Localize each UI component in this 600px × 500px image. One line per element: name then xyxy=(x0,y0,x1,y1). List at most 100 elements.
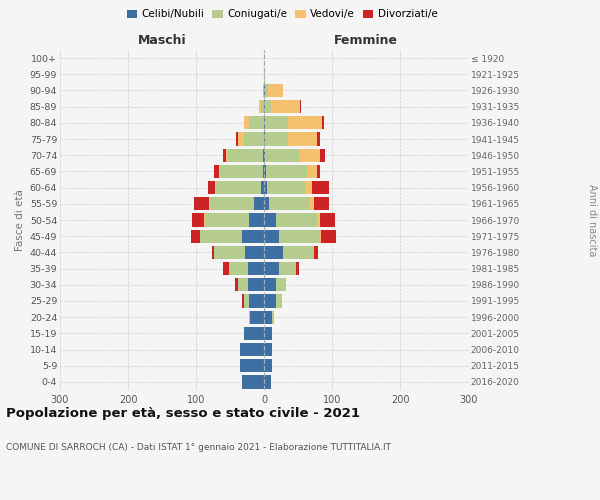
Bar xyxy=(268,181,305,194)
Bar xyxy=(279,230,320,243)
Bar xyxy=(264,310,272,324)
Bar xyxy=(248,262,264,275)
Bar xyxy=(245,246,264,259)
Bar xyxy=(263,84,264,97)
Bar xyxy=(264,197,269,210)
Bar xyxy=(200,230,242,243)
Bar xyxy=(264,246,283,259)
Text: Maschi: Maschi xyxy=(137,34,187,48)
Bar xyxy=(264,165,266,178)
Bar xyxy=(299,148,320,162)
Bar xyxy=(229,262,248,275)
Bar xyxy=(235,278,238,291)
Bar xyxy=(264,84,265,97)
Bar xyxy=(265,116,289,130)
Bar xyxy=(289,116,322,130)
Bar xyxy=(219,165,220,178)
Bar xyxy=(314,197,329,210)
Bar xyxy=(194,197,209,210)
Bar xyxy=(238,278,248,291)
Bar xyxy=(244,132,264,145)
Bar xyxy=(242,230,264,243)
Bar xyxy=(223,262,229,275)
Text: Popolazione per età, sesso e stato civile - 2021: Popolazione per età, sesso e stato civil… xyxy=(6,408,360,420)
Bar xyxy=(238,132,244,145)
Bar xyxy=(244,116,249,130)
Bar xyxy=(223,148,226,162)
Bar xyxy=(266,165,307,178)
Bar xyxy=(204,214,205,226)
Bar xyxy=(214,246,245,259)
Bar xyxy=(264,359,272,372)
Bar xyxy=(283,246,314,259)
Bar xyxy=(265,132,289,145)
Bar xyxy=(260,181,264,194)
Bar xyxy=(220,165,263,178)
Bar xyxy=(264,68,265,81)
Bar xyxy=(263,148,264,162)
Bar xyxy=(205,214,249,226)
Bar xyxy=(249,294,264,308)
Bar xyxy=(192,214,204,226)
Bar xyxy=(249,116,264,130)
Bar xyxy=(240,359,264,372)
Bar xyxy=(264,148,265,162)
Bar xyxy=(311,181,329,194)
Bar xyxy=(264,343,272,356)
Bar xyxy=(248,278,264,291)
Bar xyxy=(212,246,214,259)
Text: Femmine: Femmine xyxy=(334,34,398,48)
Bar xyxy=(310,197,314,210)
Bar xyxy=(244,326,264,340)
Bar xyxy=(217,181,260,194)
Bar xyxy=(321,230,336,243)
Bar xyxy=(265,148,299,162)
Bar xyxy=(320,214,335,226)
Bar xyxy=(279,262,296,275)
Bar xyxy=(320,230,321,243)
Bar xyxy=(276,278,286,291)
Bar xyxy=(317,132,320,145)
Bar xyxy=(271,100,300,114)
Bar xyxy=(317,214,320,226)
Bar xyxy=(214,165,219,178)
Bar xyxy=(305,181,311,194)
Bar xyxy=(264,181,268,194)
Bar xyxy=(322,116,324,130)
Bar xyxy=(264,230,279,243)
Bar xyxy=(264,262,279,275)
Bar xyxy=(208,181,215,194)
Bar xyxy=(265,84,268,97)
Bar xyxy=(250,310,264,324)
Bar xyxy=(276,294,281,308)
Bar xyxy=(254,197,264,210)
Bar xyxy=(249,310,250,324)
Bar xyxy=(264,294,276,308)
Bar xyxy=(260,100,264,114)
Bar xyxy=(320,148,325,162)
Bar xyxy=(259,100,260,114)
Bar xyxy=(226,148,228,162)
Bar xyxy=(300,100,301,114)
Bar xyxy=(307,165,317,178)
Bar xyxy=(215,181,217,194)
Bar xyxy=(209,197,254,210)
Bar xyxy=(240,343,264,356)
Bar xyxy=(249,214,264,226)
Bar xyxy=(264,214,276,226)
Y-axis label: Fasce di età: Fasce di età xyxy=(16,189,25,251)
Bar xyxy=(242,294,244,308)
Bar xyxy=(264,116,265,130)
Bar xyxy=(263,165,264,178)
Bar xyxy=(269,197,310,210)
Bar xyxy=(191,230,200,243)
Bar xyxy=(272,310,274,324)
Bar xyxy=(264,132,265,145)
Legend: Celibi/Nubili, Coniugati/e, Vedovi/e, Divorziati/e: Celibi/Nubili, Coniugati/e, Vedovi/e, Di… xyxy=(122,5,442,24)
Bar xyxy=(228,148,263,162)
Bar xyxy=(264,100,265,114)
Text: Anni di nascita: Anni di nascita xyxy=(587,184,597,256)
Bar xyxy=(296,262,299,275)
Bar xyxy=(264,326,272,340)
Bar xyxy=(268,84,283,97)
